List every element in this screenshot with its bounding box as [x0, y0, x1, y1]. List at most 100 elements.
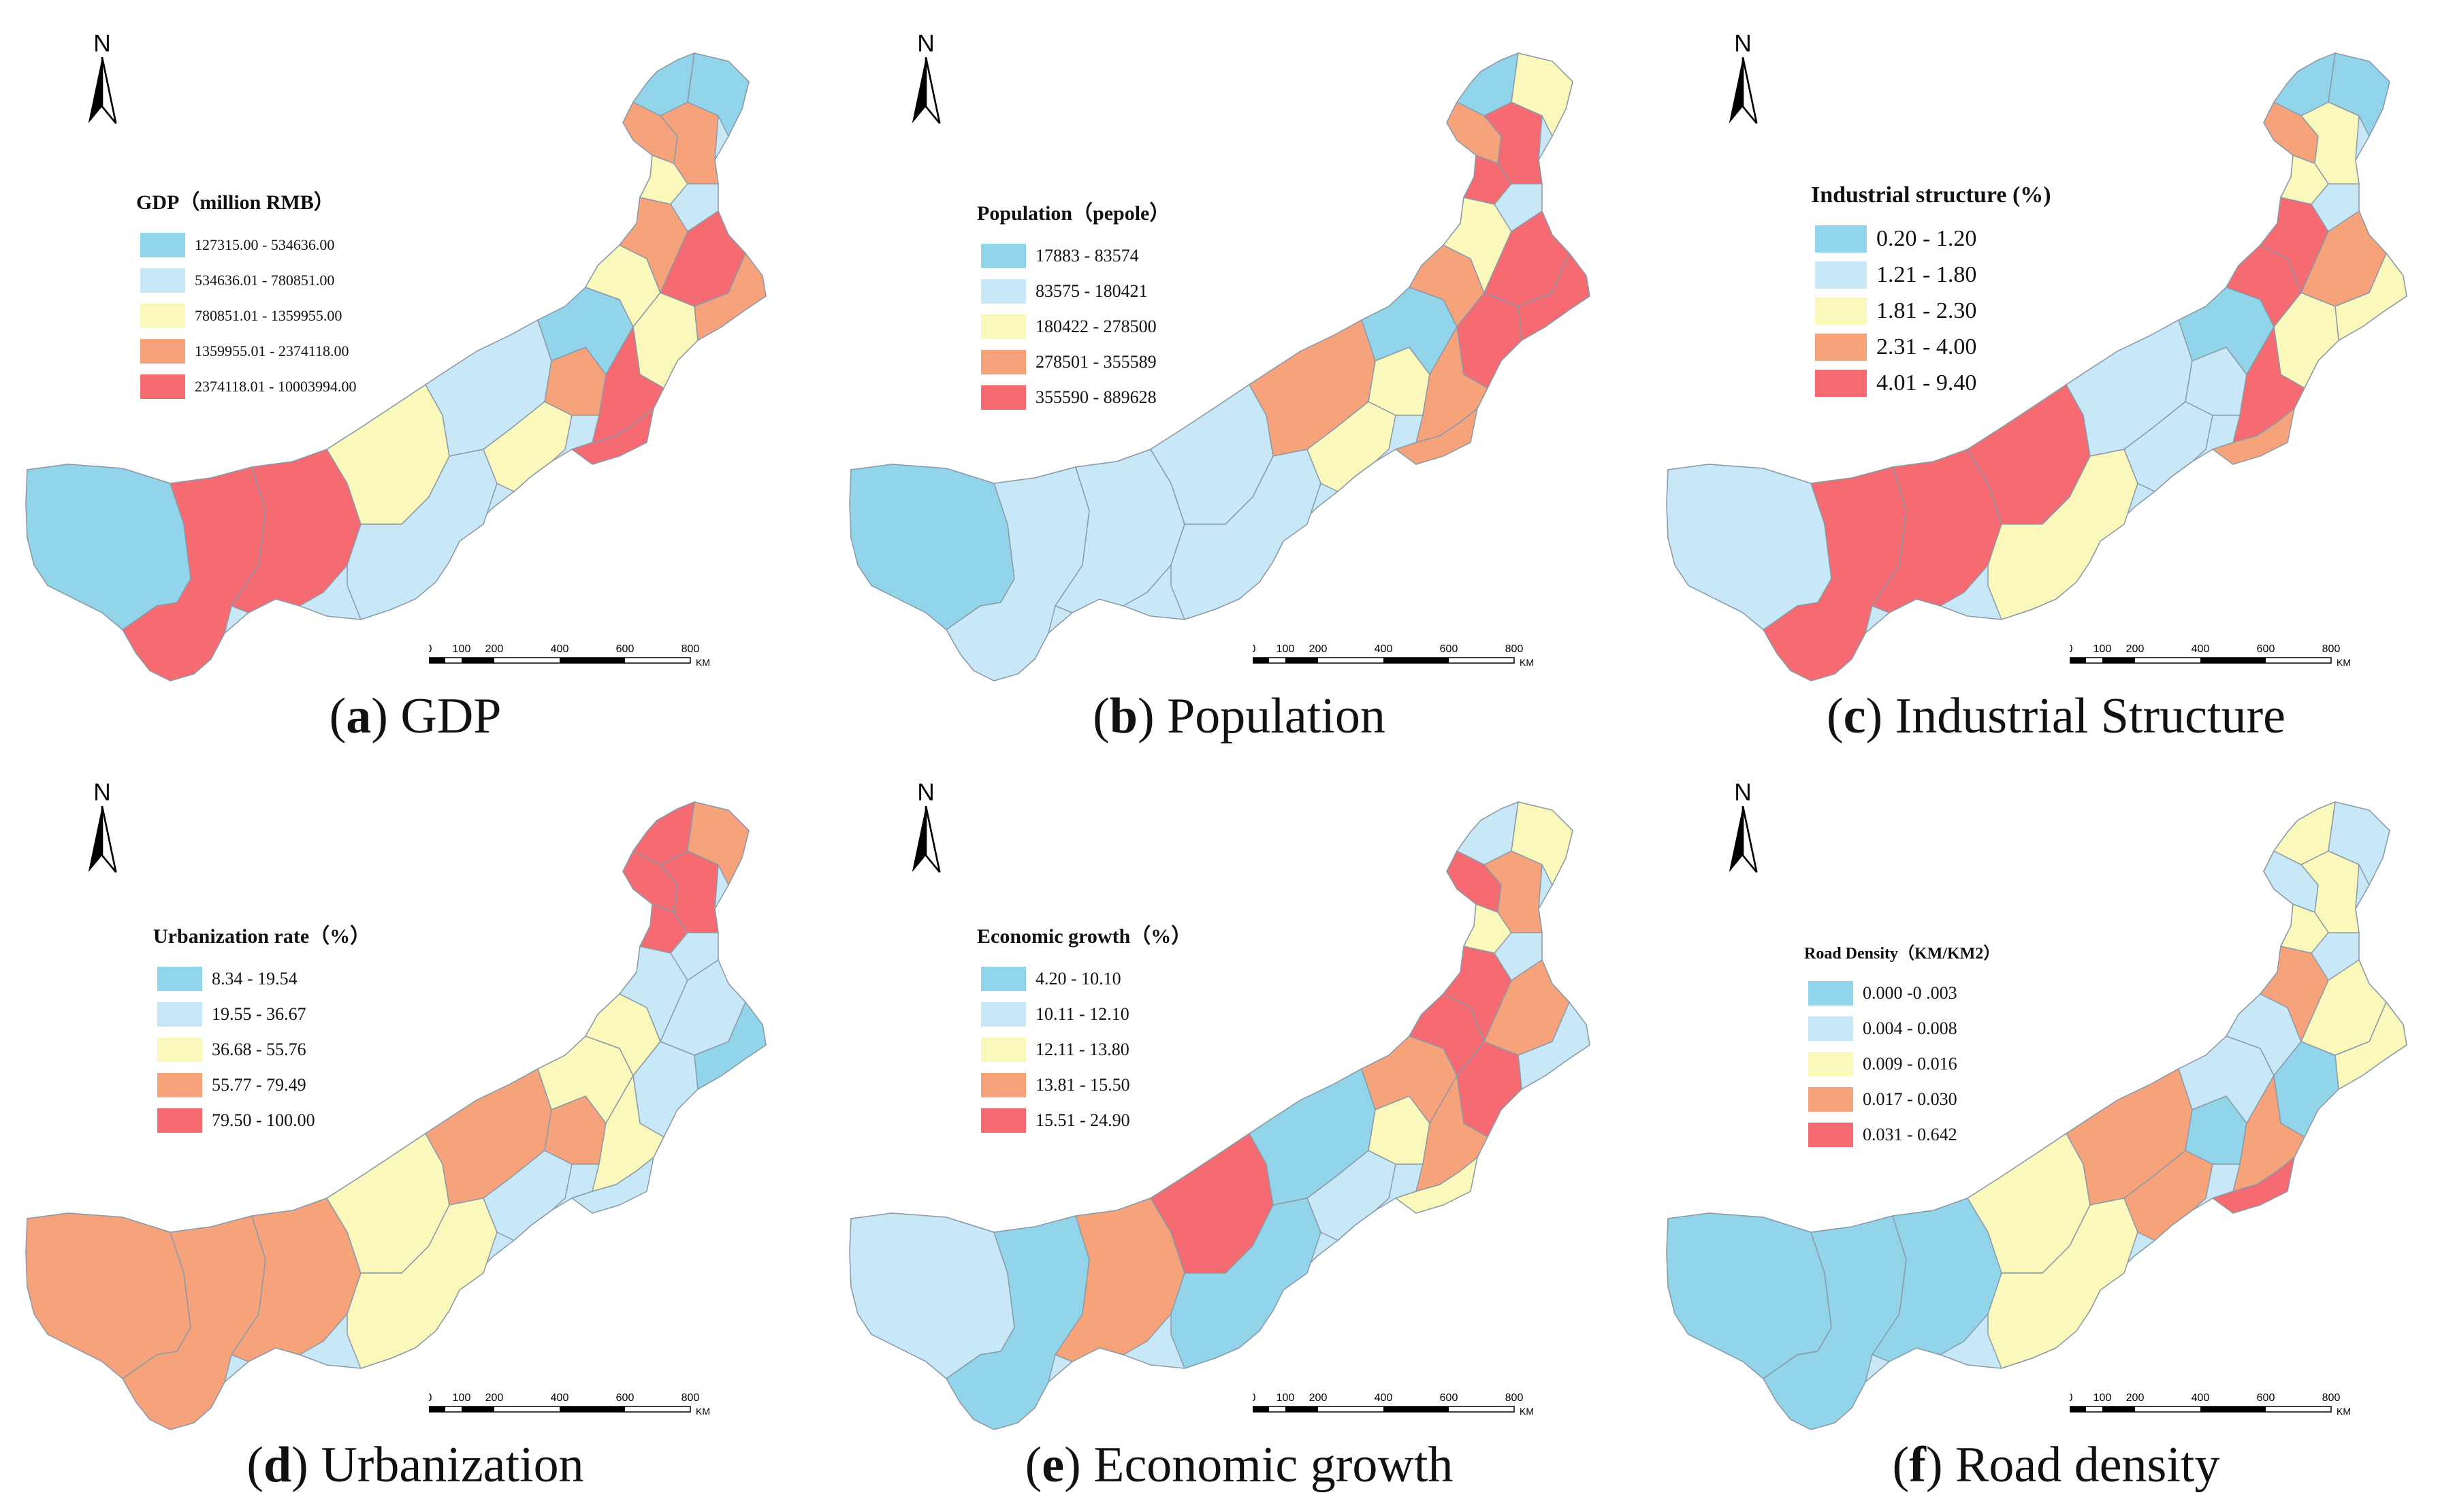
legend-label: 79.50 - 100.00 — [212, 1110, 315, 1130]
svg-text:KM: KM — [696, 1406, 710, 1417]
map-region — [2334, 252, 2407, 342]
map-panel-road-density: N Road Density（KM/KM2） 0.000 -0 .003 0.004 … — [1648, 756, 2455, 1505]
map-region — [571, 1156, 655, 1214]
legend-swatch — [1808, 1087, 1853, 1112]
legend-label: 534636.01 - 780851.00 — [195, 272, 335, 289]
map-region — [694, 252, 767, 342]
map-region — [1518, 252, 1590, 342]
scale-bar: 0 100 200 400 600 800 KM — [1250, 1389, 1552, 1430]
map-region — [1987, 1197, 2138, 1369]
map-region — [1394, 407, 1479, 465]
svg-text:800: 800 — [681, 643, 700, 655]
map-region — [571, 407, 655, 465]
map-region — [632, 52, 695, 116]
svg-text:100: 100 — [453, 1392, 471, 1404]
svg-text:0: 0 — [2070, 1392, 2073, 1404]
legend-swatch — [1808, 1016, 1853, 1041]
map-region — [483, 1150, 573, 1241]
legend-label: 0.000 -0 .003 — [1863, 983, 1957, 1003]
legend-swatch — [140, 304, 185, 328]
svg-text:800: 800 — [2322, 643, 2341, 655]
legend-swatch — [981, 1038, 1026, 1062]
legend-swatch — [157, 1002, 202, 1027]
choropleth-map — [25, 801, 767, 1430]
legend-item: 2374118.01 - 10003994.00 — [136, 369, 357, 404]
map-region — [2334, 1001, 2407, 1091]
map-panel-gdp: N GDP（million RMB） 127315.00 - 534636.00 53… — [7, 7, 824, 756]
legend-label: 0.20 - 1.20 — [1876, 225, 1977, 251]
svg-text:600: 600 — [1440, 1392, 1458, 1404]
map-region — [1511, 801, 1573, 886]
legend-swatch — [157, 1038, 202, 1062]
legend-swatch — [1815, 261, 1867, 289]
legend-swatch — [981, 315, 1026, 339]
legend-item: 1.81 - 2.30 — [1811, 293, 2051, 329]
svg-text:600: 600 — [616, 1392, 635, 1404]
legend-label: 10.11 - 12.10 — [1036, 1004, 1129, 1024]
legend-label: 780851.01 - 1359955.00 — [195, 307, 342, 324]
legend-label: 1.21 - 1.80 — [1876, 261, 1977, 287]
legend-item: 8.34 - 19.54 — [153, 961, 370, 997]
legend-swatch — [157, 967, 202, 991]
map-region — [687, 801, 750, 886]
legend-item: 780851.01 - 1359955.00 — [136, 298, 357, 334]
map-legend: Road Density（KM/KM2） 0.000 -0 .003 0.004 -… — [1804, 939, 2000, 1153]
svg-text:100: 100 — [453, 643, 471, 655]
legend-swatch — [981, 279, 1026, 304]
legend-item: 36.68 - 55.76 — [153, 1032, 370, 1067]
svg-text:400: 400 — [1375, 1392, 1393, 1404]
legend-item: 534636.01 - 780851.00 — [136, 263, 357, 298]
legend-swatch — [981, 244, 1026, 268]
map-region — [1170, 449, 1321, 620]
svg-text:100: 100 — [1277, 1392, 1295, 1404]
legend-title: Road Density（KM/KM2） — [1804, 945, 2000, 963]
svg-text:200: 200 — [2126, 1392, 2145, 1404]
legend-title: Urbanization rate（%） — [153, 925, 371, 948]
legend-item: 0.000 -0 .003 — [1804, 976, 2000, 1011]
legend-label: 180422 - 278500 — [1036, 317, 1157, 336]
legend-item: 4.01 - 9.40 — [1811, 365, 2051, 401]
svg-text:600: 600 — [616, 643, 635, 655]
svg-text:0: 0 — [1253, 643, 1256, 655]
legend-label: 17883 - 83574 — [1036, 246, 1139, 266]
north-arrow-icon: N — [895, 776, 957, 878]
svg-text:0: 0 — [2070, 643, 2073, 655]
map-region — [347, 449, 498, 620]
north-arrow-icon: N — [895, 27, 957, 129]
legend-swatch — [981, 385, 1026, 410]
legend-swatch — [157, 1073, 202, 1097]
scale-bar: 0 100 200 400 600 800 KM — [1250, 640, 1552, 681]
panel-caption: (b) Population — [1093, 688, 1385, 744]
choropleth-map — [25, 52, 767, 681]
legend-title: Industrial structure (%) — [1811, 182, 2051, 208]
map-legend: Urbanization rate（%） 8.34 - 19.54 19.55 - … — [153, 919, 370, 1138]
legend-label: 12.11 - 13.80 — [1036, 1040, 1129, 1059]
legend-item: 15.51 - 24.90 — [977, 1103, 1191, 1138]
choropleth-map — [849, 801, 1590, 1430]
svg-text:600: 600 — [1440, 643, 1458, 655]
map-region — [2123, 401, 2213, 492]
map-panel-industrial-structure: N Industrial structure (%) 0.20 - 1.20 1.21… — [1648, 7, 2455, 756]
legend-label: 4.01 - 9.40 — [1876, 370, 1977, 396]
legend-title: Economic growth（%） — [977, 925, 1192, 948]
legend-item: 0.009 - 0.016 — [1804, 1046, 2000, 1082]
map-region — [1306, 1150, 1396, 1241]
legend-swatch — [1815, 297, 1867, 325]
map-region — [2328, 52, 2390, 138]
legend-item: 55.77 - 79.49 — [153, 1067, 370, 1103]
svg-text:0: 0 — [429, 1392, 432, 1404]
legend-item: 278501 - 355589 — [977, 344, 1170, 380]
svg-text:200: 200 — [1309, 1392, 1328, 1404]
legend-swatch — [140, 374, 185, 399]
svg-text:KM: KM — [2337, 657, 2351, 668]
legend-item: 17883 - 83574 — [977, 238, 1170, 274]
svg-text:KM: KM — [1520, 1406, 1534, 1417]
map-region — [483, 401, 573, 492]
legend-swatch — [981, 967, 1026, 991]
legend-label: 0.009 - 0.016 — [1863, 1054, 1957, 1074]
map-region — [2273, 801, 2336, 865]
legend-label: 8.34 - 19.54 — [212, 969, 298, 988]
legend-label: 0.004 - 0.008 — [1863, 1018, 1957, 1038]
legend-item: 12.11 - 13.80 — [977, 1032, 1191, 1067]
svg-text:200: 200 — [485, 1392, 504, 1404]
